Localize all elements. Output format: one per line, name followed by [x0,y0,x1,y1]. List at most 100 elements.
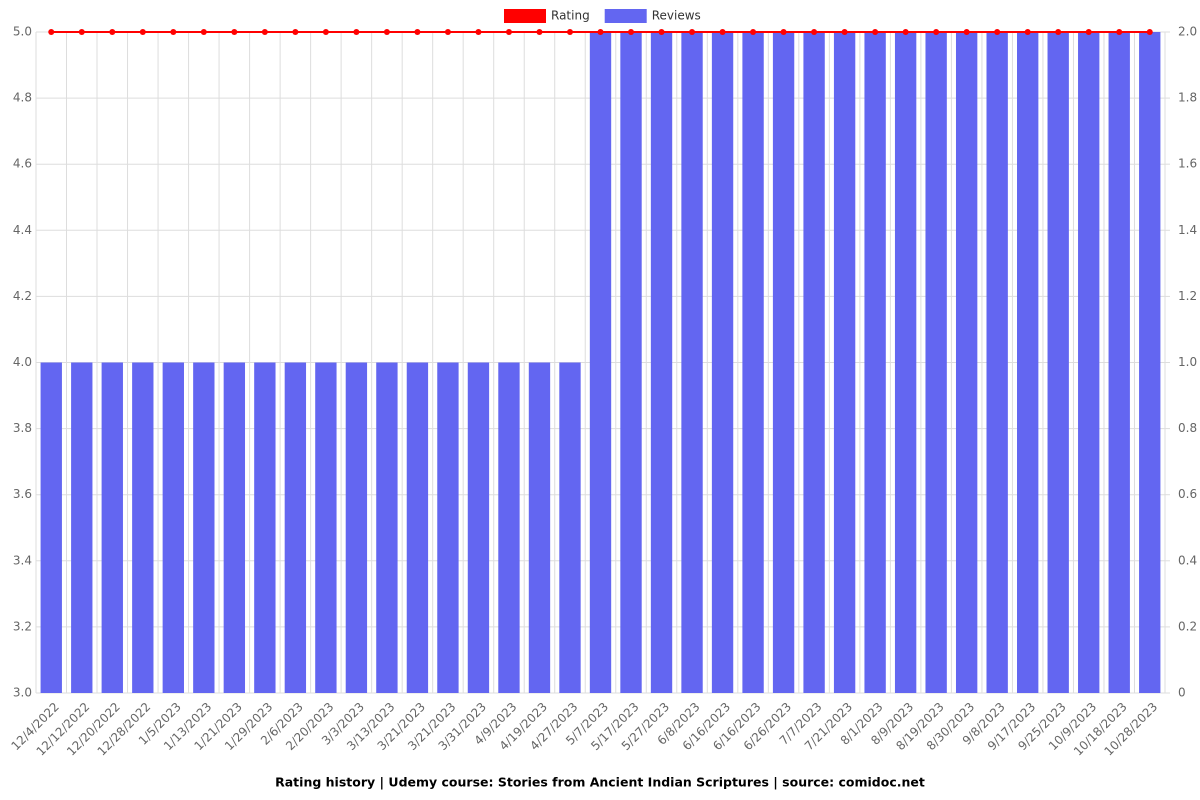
point [475,29,482,35]
y-tick-label: 3.8 [13,421,32,435]
bar [650,32,673,693]
point [1085,29,1092,35]
bar [254,362,276,693]
point [1024,29,1031,35]
chart-title: Rating history | Udemy course: Stories f… [275,775,925,790]
point [322,29,329,35]
y2-tick-label: 1.4 [1178,223,1197,237]
bar [742,32,764,693]
point [811,29,818,35]
y2-tick-label: 0.8 [1178,421,1197,435]
y2-tick-label: 0.4 [1178,553,1197,567]
bar [162,362,184,693]
bar [193,362,215,693]
point [902,29,909,35]
y-tick-label: 4.8 [13,91,32,105]
point [170,29,177,35]
bar [345,362,368,693]
point [292,29,299,35]
bar [1078,32,1100,693]
point [414,29,421,35]
y2-tick-label: 1.6 [1178,157,1197,171]
y2-tick-label: 0.6 [1178,487,1197,501]
y-tick-label: 4.0 [13,355,32,369]
bar [1047,32,1069,693]
bar [559,362,581,693]
point [628,29,635,35]
bar [1139,32,1161,693]
point [658,29,665,35]
bar [986,32,1008,693]
bar [955,32,978,693]
bar [925,32,947,693]
point [994,29,1001,35]
bar [772,32,795,693]
bar [406,362,429,693]
point [505,29,512,35]
y-tick-label: 3.6 [13,487,32,501]
y-tick-label: 4.4 [13,223,32,237]
point [1116,29,1123,35]
point [750,29,757,35]
y-tick-label: 5.0 [13,25,32,39]
point [536,29,543,35]
bar [467,362,490,693]
bar [376,362,398,693]
bar [894,32,917,693]
legend-label: Reviews [652,9,701,23]
bar [803,32,825,693]
y-tick-label: 4.6 [13,157,32,171]
point [689,29,696,35]
y2-tick-label: 0 [1178,686,1186,700]
legend-swatch [504,9,546,23]
bar [437,362,459,693]
point [261,29,268,35]
bar [833,32,856,693]
y2-tick-label: 0.2 [1178,619,1197,633]
bar [498,362,520,693]
bar [132,362,154,693]
bar [223,362,246,693]
bar [711,32,734,693]
bar [589,32,612,693]
y2-tick-label: 2.0 [1178,25,1197,39]
point [383,29,390,35]
point [353,29,360,35]
y-tick-label: 4.2 [13,289,32,303]
bar [620,32,642,693]
point [78,29,85,35]
point [48,29,55,35]
point [963,29,970,35]
point [933,29,940,35]
bar [315,362,337,693]
bar [284,362,307,693]
point [719,29,726,35]
point [841,29,848,35]
y-tick-label: 3.4 [13,553,32,567]
point [139,29,146,35]
point [231,29,238,35]
bar [864,32,886,693]
y2-tick-label: 1.2 [1178,289,1197,303]
point [566,29,573,35]
legend-swatch [604,9,647,23]
point [1146,29,1153,35]
point [109,29,116,35]
bar [681,32,703,693]
point [872,29,879,35]
point [444,29,451,35]
y2-tick-label: 1.8 [1178,91,1197,105]
bar [101,362,123,693]
y-tick-label: 3.0 [13,686,32,700]
bar [1108,32,1130,693]
y-tick-label: 3.2 [13,619,32,633]
point [780,29,787,35]
bar [40,362,62,693]
point [200,29,207,35]
point [597,29,604,35]
bar [1017,32,1039,693]
legend-label: Rating [551,9,590,23]
point [1055,29,1062,35]
bar [71,362,93,693]
